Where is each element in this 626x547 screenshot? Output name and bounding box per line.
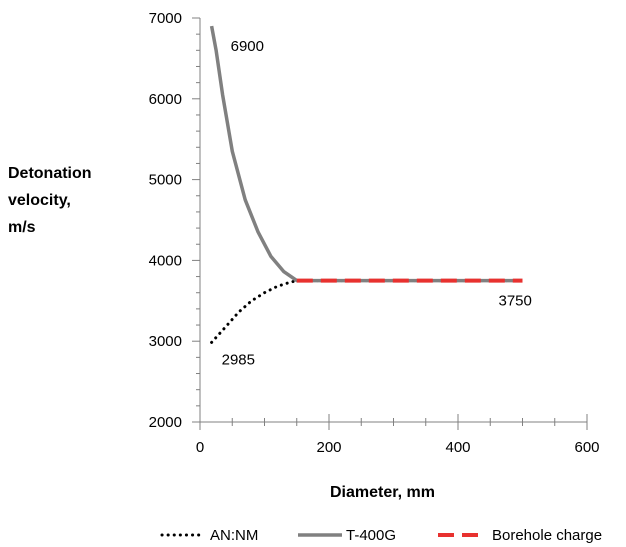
annotations-layer: 6900 2985 3750 xyxy=(222,38,532,368)
y-tick-label: 2000 xyxy=(149,414,182,431)
legend-item-an-nm: AN:NM xyxy=(160,525,258,545)
x-axis-label: Diameter, mm xyxy=(330,484,435,501)
legend-swatch-borehole-charge xyxy=(438,533,486,537)
axes: 2000 3000 4000 5000 6000 7000 0 200 400 600 xyxy=(149,10,600,456)
x-tick-label: 600 xyxy=(574,439,599,456)
y-tick-label: 6000 xyxy=(149,91,182,108)
legend-item-borehole-charge: Borehole charge xyxy=(436,525,602,545)
x-tick-label: 400 xyxy=(445,439,470,456)
y-axis-label-line-2: velocity, xyxy=(8,192,71,209)
x-tick-label: 200 xyxy=(316,439,341,456)
data-label: 6900 xyxy=(231,38,264,55)
data-label: 3750 xyxy=(499,293,532,310)
legend-label-t-400g: T-400G xyxy=(346,526,397,544)
y-tick-label: 7000 xyxy=(149,10,182,27)
data-label: 2985 xyxy=(222,351,255,368)
legend-label-borehole-charge: Borehole charge xyxy=(492,526,603,544)
y-axis-label-line-3: m/s xyxy=(8,219,36,236)
y-tick-label: 4000 xyxy=(149,252,182,269)
y-axis-label: Detonation velocity, m/s xyxy=(8,160,92,241)
legend-item-t-400g: T-400G xyxy=(298,525,396,545)
series-line-an-nm xyxy=(210,279,524,344)
x-tick-label: 0 xyxy=(196,439,204,456)
legend-swatch-an-nm xyxy=(160,533,206,537)
series-layer xyxy=(209,25,524,344)
legend-label-an-nm: AN:NM xyxy=(210,526,259,544)
y-tick-label: 3000 xyxy=(149,333,182,350)
y-tick-label: 5000 xyxy=(149,172,182,189)
legend-swatch-t-400g xyxy=(298,533,342,537)
series-line-t-400g xyxy=(209,25,523,283)
y-axis-label-line-1: Detonation xyxy=(8,165,92,182)
